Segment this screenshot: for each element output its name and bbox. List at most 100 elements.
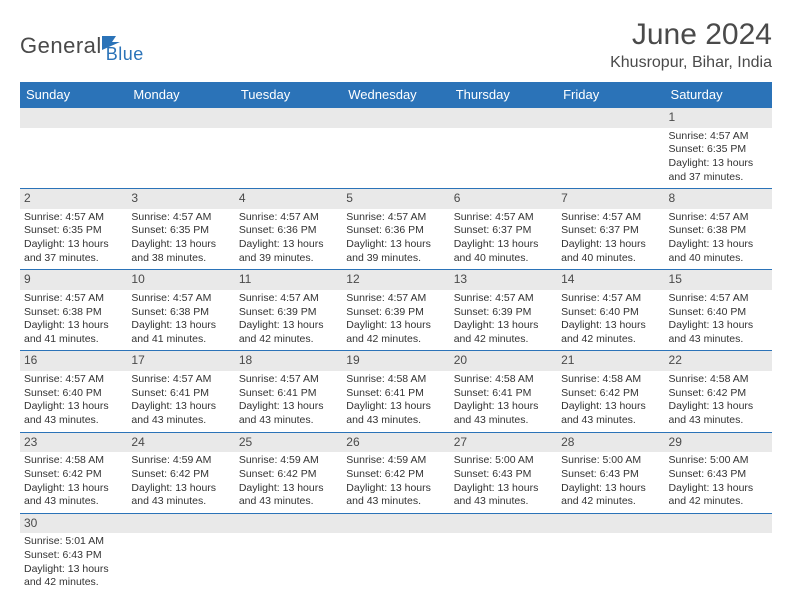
calendar-week-row: 23Sunrise: 4:58 AMSunset: 6:42 PMDayligh… — [20, 432, 772, 513]
day-body: Sunrise: 4:58 AMSunset: 6:41 PMDaylight:… — [342, 371, 449, 432]
day-body: Sunrise: 4:57 AMSunset: 6:35 PMDaylight:… — [20, 209, 127, 270]
calendar-cell: 17Sunrise: 4:57 AMSunset: 6:41 PMDayligh… — [127, 351, 234, 432]
day-body: Sunrise: 4:57 AMSunset: 6:41 PMDaylight:… — [235, 371, 342, 432]
day-number: 8 — [665, 189, 772, 209]
weekday-header: Tuesday — [235, 82, 342, 108]
calendar-week-row: 1Sunrise: 4:57 AMSunset: 6:35 PMDaylight… — [20, 108, 772, 189]
day-body: Sunrise: 4:57 AMSunset: 6:36 PMDaylight:… — [342, 209, 449, 270]
day-number-empty — [235, 514, 342, 534]
calendar-cell: 28Sunrise: 5:00 AMSunset: 6:43 PMDayligh… — [557, 432, 664, 513]
location: Khusropur, Bihar, India — [610, 54, 772, 72]
calendar-week-row: 2Sunrise: 4:57 AMSunset: 6:35 PMDaylight… — [20, 189, 772, 270]
day-body: Sunrise: 5:00 AMSunset: 6:43 PMDaylight:… — [665, 452, 772, 513]
weekday-header: Friday — [557, 82, 664, 108]
calendar-cell: 9Sunrise: 4:57 AMSunset: 6:38 PMDaylight… — [20, 270, 127, 351]
calendar-cell — [557, 108, 664, 189]
calendar-cell: 19Sunrise: 4:58 AMSunset: 6:41 PMDayligh… — [342, 351, 449, 432]
calendar-table: SundayMondayTuesdayWednesdayThursdayFrid… — [20, 82, 772, 594]
day-body: Sunrise: 4:59 AMSunset: 6:42 PMDaylight:… — [127, 452, 234, 513]
header: General Blue June 2024 Khusropur, Bihar,… — [20, 18, 772, 72]
title-block: June 2024 Khusropur, Bihar, India — [610, 18, 772, 72]
day-number-empty — [557, 108, 664, 128]
day-number: 12 — [342, 270, 449, 290]
day-number: 4 — [235, 189, 342, 209]
day-number: 24 — [127, 433, 234, 453]
calendar-cell: 22Sunrise: 4:58 AMSunset: 6:42 PMDayligh… — [665, 351, 772, 432]
weekday-header: Sunday — [20, 82, 127, 108]
calendar-cell: 8Sunrise: 4:57 AMSunset: 6:38 PMDaylight… — [665, 189, 772, 270]
day-number: 30 — [20, 514, 127, 534]
weekday-header: Thursday — [450, 82, 557, 108]
weekday-header-row: SundayMondayTuesdayWednesdayThursdayFrid… — [20, 82, 772, 108]
day-body: Sunrise: 4:57 AMSunset: 6:39 PMDaylight:… — [342, 290, 449, 351]
calendar-cell — [20, 108, 127, 189]
day-body: Sunrise: 4:57 AMSunset: 6:37 PMDaylight:… — [557, 209, 664, 270]
calendar-cell: 5Sunrise: 4:57 AMSunset: 6:36 PMDaylight… — [342, 189, 449, 270]
logo-text-blue: Blue — [106, 44, 144, 65]
calendar-cell — [235, 108, 342, 189]
calendar-cell: 15Sunrise: 4:57 AMSunset: 6:40 PMDayligh… — [665, 270, 772, 351]
logo-text-general: General — [20, 33, 102, 59]
day-body: Sunrise: 4:57 AMSunset: 6:39 PMDaylight:… — [235, 290, 342, 351]
weekday-header: Wednesday — [342, 82, 449, 108]
calendar-cell: 12Sunrise: 4:57 AMSunset: 6:39 PMDayligh… — [342, 270, 449, 351]
day-number: 9 — [20, 270, 127, 290]
day-number: 18 — [235, 351, 342, 371]
calendar-cell: 6Sunrise: 4:57 AMSunset: 6:37 PMDaylight… — [450, 189, 557, 270]
day-number: 3 — [127, 189, 234, 209]
day-body: Sunrise: 4:59 AMSunset: 6:42 PMDaylight:… — [342, 452, 449, 513]
calendar-cell — [450, 513, 557, 594]
calendar-week-row: 16Sunrise: 4:57 AMSunset: 6:40 PMDayligh… — [20, 351, 772, 432]
calendar-cell: 23Sunrise: 4:58 AMSunset: 6:42 PMDayligh… — [20, 432, 127, 513]
calendar-cell: 29Sunrise: 5:00 AMSunset: 6:43 PMDayligh… — [665, 432, 772, 513]
day-number-empty — [665, 514, 772, 534]
day-number: 20 — [450, 351, 557, 371]
day-number: 7 — [557, 189, 664, 209]
day-number: 17 — [127, 351, 234, 371]
weekday-header: Saturday — [665, 82, 772, 108]
day-number: 28 — [557, 433, 664, 453]
calendar-body: 1Sunrise: 4:57 AMSunset: 6:35 PMDaylight… — [20, 108, 772, 594]
day-number: 1 — [665, 108, 772, 128]
day-body: Sunrise: 4:57 AMSunset: 6:40 PMDaylight:… — [20, 371, 127, 432]
day-body: Sunrise: 4:57 AMSunset: 6:37 PMDaylight:… — [450, 209, 557, 270]
day-number: 2 — [20, 189, 127, 209]
calendar-cell: 11Sunrise: 4:57 AMSunset: 6:39 PMDayligh… — [235, 270, 342, 351]
day-body: Sunrise: 4:59 AMSunset: 6:42 PMDaylight:… — [235, 452, 342, 513]
day-number-empty — [557, 514, 664, 534]
calendar-cell: 24Sunrise: 4:59 AMSunset: 6:42 PMDayligh… — [127, 432, 234, 513]
day-body: Sunrise: 4:57 AMSunset: 6:40 PMDaylight:… — [665, 290, 772, 351]
day-number: 5 — [342, 189, 449, 209]
day-number: 23 — [20, 433, 127, 453]
calendar-cell: 26Sunrise: 4:59 AMSunset: 6:42 PMDayligh… — [342, 432, 449, 513]
calendar-cell — [665, 513, 772, 594]
calendar-cell: 1Sunrise: 4:57 AMSunset: 6:35 PMDaylight… — [665, 108, 772, 189]
day-body: Sunrise: 5:00 AMSunset: 6:43 PMDaylight:… — [557, 452, 664, 513]
calendar-cell — [342, 513, 449, 594]
calendar-cell — [450, 108, 557, 189]
calendar-cell: 20Sunrise: 4:58 AMSunset: 6:41 PMDayligh… — [450, 351, 557, 432]
day-number: 15 — [665, 270, 772, 290]
calendar-cell: 2Sunrise: 4:57 AMSunset: 6:35 PMDaylight… — [20, 189, 127, 270]
day-body: Sunrise: 4:57 AMSunset: 6:41 PMDaylight:… — [127, 371, 234, 432]
day-number-empty — [20, 108, 127, 128]
weekday-header: Monday — [127, 82, 234, 108]
day-body: Sunrise: 4:57 AMSunset: 6:38 PMDaylight:… — [665, 209, 772, 270]
calendar-cell: 7Sunrise: 4:57 AMSunset: 6:37 PMDaylight… — [557, 189, 664, 270]
day-body: Sunrise: 4:58 AMSunset: 6:41 PMDaylight:… — [450, 371, 557, 432]
day-number: 29 — [665, 433, 772, 453]
calendar-cell: 30Sunrise: 5:01 AMSunset: 6:43 PMDayligh… — [20, 513, 127, 594]
calendar-cell — [127, 513, 234, 594]
day-number: 14 — [557, 270, 664, 290]
day-number: 19 — [342, 351, 449, 371]
day-body: Sunrise: 4:58 AMSunset: 6:42 PMDaylight:… — [20, 452, 127, 513]
day-number: 16 — [20, 351, 127, 371]
day-body: Sunrise: 4:57 AMSunset: 6:35 PMDaylight:… — [665, 128, 772, 189]
day-body: Sunrise: 4:57 AMSunset: 6:38 PMDaylight:… — [20, 290, 127, 351]
calendar-cell: 3Sunrise: 4:57 AMSunset: 6:35 PMDaylight… — [127, 189, 234, 270]
day-number: 26 — [342, 433, 449, 453]
day-number: 22 — [665, 351, 772, 371]
day-body: Sunrise: 5:01 AMSunset: 6:43 PMDaylight:… — [20, 533, 127, 594]
day-body: Sunrise: 5:00 AMSunset: 6:43 PMDaylight:… — [450, 452, 557, 513]
day-body: Sunrise: 4:57 AMSunset: 6:39 PMDaylight:… — [450, 290, 557, 351]
